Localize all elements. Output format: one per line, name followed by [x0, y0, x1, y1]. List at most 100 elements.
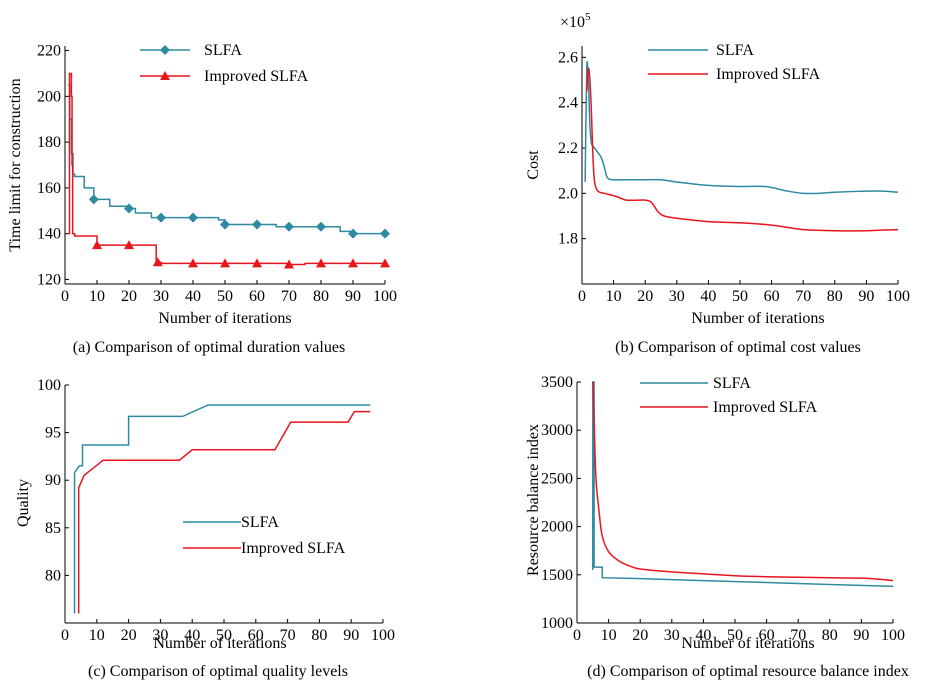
- legend-label: SLFA: [241, 514, 279, 531]
- x-tick-label: 60: [249, 288, 265, 305]
- data-point: [252, 258, 262, 268]
- y-tick-label: 90: [45, 472, 61, 489]
- series-line-0: [68, 84, 385, 235]
- y-tick-label: 2.2: [558, 140, 578, 157]
- y-tick-label: 220: [37, 43, 61, 60]
- data-point: [92, 240, 102, 250]
- legend-label: Improved SLFA: [716, 66, 821, 83]
- chart-a: 0 10 20 30 40 50 60 70 80 90 100 120 140 160 180 200 220…: [7, 42, 397, 356]
- y-tick-label: 200: [37, 88, 61, 105]
- y-tick-label: 2500: [541, 470, 573, 487]
- x-tick-label: 100: [881, 627, 905, 644]
- x-tick-label: 100: [373, 288, 397, 305]
- legend-label: Improved SLFA: [204, 68, 309, 85]
- x-tick-label: 10: [89, 627, 105, 644]
- x-tick-label: 0: [61, 627, 69, 644]
- data-point: [284, 221, 294, 232]
- x-tick-label: 60: [248, 627, 264, 644]
- scale-factor-label: ×105: [560, 11, 591, 31]
- legend-label: SLFA: [713, 375, 751, 392]
- chart-d: 0 10 20 30 40 50 60 70 80 90 100 1000 1500 2000 2500 30…: [525, 374, 909, 680]
- data-point: [252, 219, 262, 230]
- x-tick-label: 80: [827, 288, 843, 305]
- legend-label: SLFA: [716, 42, 754, 59]
- caption: (b) Comparison of optimal cost values: [615, 339, 861, 356]
- data-point: [348, 228, 358, 239]
- data-point: [156, 212, 166, 223]
- chart-c: 0 10 20 30 40 50 60 70 80 90 100 80 85 90 95 100 Number …: [15, 377, 395, 680]
- caption: (c) Comparison of optimal quality levels: [88, 663, 348, 680]
- x-axis-label: Number of iterations: [681, 635, 814, 652]
- legend-label: SLFA: [204, 42, 242, 59]
- x-tick-label: 40: [700, 288, 716, 305]
- y-axis-label: Time limit for construction: [7, 78, 24, 251]
- y-tick-label: 1000: [541, 615, 573, 632]
- x-tick-label: 20: [121, 627, 137, 644]
- x-tick-label: 20: [121, 288, 137, 305]
- y-axis-label: Cost: [525, 150, 542, 180]
- x-tick-label: 50: [216, 627, 232, 644]
- y-tick-label: 2.6: [558, 49, 578, 66]
- y-tick-label: 1.8: [558, 231, 578, 248]
- legend-marker: [160, 45, 170, 55]
- caption: (a) Comparison of optimal duration value…: [73, 339, 345, 356]
- legend-label: Improved SLFA: [241, 540, 346, 557]
- data-point: [284, 259, 294, 269]
- x-tick-label: 20: [637, 288, 653, 305]
- x-tick-label: 90: [345, 288, 361, 305]
- x-tick-label: 10: [606, 288, 622, 305]
- legend-marker: [160, 71, 170, 80]
- x-tick-label: 40: [695, 627, 711, 644]
- x-tick-label: 70: [790, 627, 806, 644]
- x-tick-label: 20: [632, 627, 648, 644]
- x-tick-label: 50: [732, 288, 748, 305]
- x-tick-label: 100: [886, 288, 910, 305]
- data-point: [124, 240, 134, 250]
- x-tick-label: 70: [281, 288, 297, 305]
- series-line-0: [73, 404, 371, 614]
- x-tick-label: 50: [727, 627, 743, 644]
- x-tick-label: 60: [759, 627, 775, 644]
- x-tick-label: 100: [371, 627, 395, 644]
- y-axis-label: Resource balance index: [525, 424, 542, 576]
- x-tick-label: 30: [664, 627, 680, 644]
- y-tick-label: 1500: [541, 567, 573, 584]
- x-axis-label: Number of iterations: [153, 635, 286, 652]
- x-axis-label: Number of iterations: [158, 310, 291, 327]
- x-tick-label: 60: [764, 288, 780, 305]
- data-point: [188, 258, 198, 268]
- data-point: [88, 194, 99, 205]
- y-tick-label: 2.4: [558, 95, 578, 112]
- y-tick-label: 80: [45, 567, 61, 584]
- y-tick-label: 180: [37, 134, 61, 151]
- x-tick-label: 0: [578, 288, 586, 305]
- y-tick-label: 95: [45, 425, 61, 442]
- x-axis-label: Number of iterations: [691, 310, 824, 327]
- y-tick-label: 120: [37, 271, 61, 288]
- series-line-0: [592, 381, 894, 588]
- series-line-1: [592, 381, 894, 582]
- chart-b: 0 10 20 30 40 50 60 70 80 90 100 1.8 2.0 2.2 2.4 2.6 ×10…: [525, 11, 910, 356]
- x-tick-label: 30: [153, 288, 169, 305]
- x-tick-label: 80: [822, 627, 838, 644]
- data-point: [188, 212, 198, 223]
- caption: (d) Comparison of optimal resource balan…: [587, 663, 909, 680]
- x-tick-label: 30: [152, 627, 168, 644]
- x-tick-label: 40: [185, 288, 201, 305]
- x-tick-label: 30: [669, 288, 685, 305]
- data-point: [220, 258, 230, 268]
- x-tick-label: 90: [343, 627, 359, 644]
- series-line-1: [77, 410, 371, 614]
- y-tick-label: 85: [45, 520, 61, 537]
- x-tick-label: 40: [184, 627, 200, 644]
- data-point: [124, 203, 134, 214]
- data-point: [348, 258, 358, 268]
- y-tick-label: 2000: [541, 519, 573, 536]
- x-tick-label: 0: [61, 288, 69, 305]
- x-tick-label: 90: [858, 288, 874, 305]
- legend-label: Improved SLFA: [713, 399, 818, 416]
- x-tick-label: 10: [89, 288, 105, 305]
- series-line-1: [585, 67, 899, 232]
- x-tick-label: 50: [217, 288, 233, 305]
- y-tick-label: 160: [37, 180, 61, 197]
